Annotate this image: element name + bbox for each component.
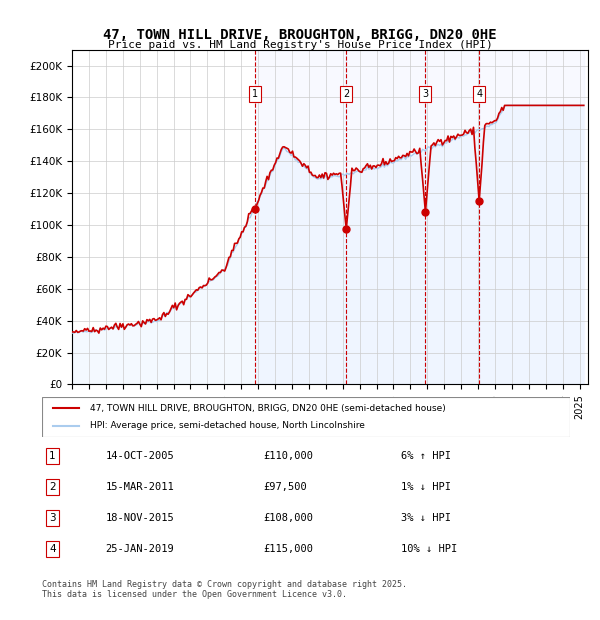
Text: 47, TOWN HILL DRIVE, BROUGHTON, BRIGG, DN20 0HE: 47, TOWN HILL DRIVE, BROUGHTON, BRIGG, D… xyxy=(103,28,497,42)
Text: £97,500: £97,500 xyxy=(264,482,308,492)
Text: 6% ↑ HPI: 6% ↑ HPI xyxy=(401,451,451,461)
Text: 3: 3 xyxy=(422,89,428,99)
Text: 18-NOV-2015: 18-NOV-2015 xyxy=(106,513,174,523)
FancyBboxPatch shape xyxy=(42,397,570,437)
Text: 25-JAN-2019: 25-JAN-2019 xyxy=(106,544,174,554)
Text: 2: 2 xyxy=(49,482,56,492)
Text: 1: 1 xyxy=(251,89,257,99)
Text: £115,000: £115,000 xyxy=(264,544,314,554)
Text: 3: 3 xyxy=(49,513,56,523)
Text: 1% ↓ HPI: 1% ↓ HPI xyxy=(401,482,451,492)
Text: Price paid vs. HM Land Registry's House Price Index (HPI): Price paid vs. HM Land Registry's House … xyxy=(107,40,493,50)
Text: £108,000: £108,000 xyxy=(264,513,314,523)
Text: 14-OCT-2005: 14-OCT-2005 xyxy=(106,451,174,461)
Text: 10% ↓ HPI: 10% ↓ HPI xyxy=(401,544,457,554)
Text: 1: 1 xyxy=(49,451,56,461)
Bar xyxy=(254,50,346,384)
Text: 3% ↓ HPI: 3% ↓ HPI xyxy=(401,513,451,523)
Bar xyxy=(479,50,584,384)
Bar xyxy=(425,50,479,384)
Text: 47, TOWN HILL DRIVE, BROUGHTON, BRIGG, DN20 0HE (semi-detached house): 47, TOWN HILL DRIVE, BROUGHTON, BRIGG, D… xyxy=(89,404,445,412)
Text: £110,000: £110,000 xyxy=(264,451,314,461)
Text: 4: 4 xyxy=(476,89,482,99)
Bar xyxy=(346,50,425,384)
Text: 15-MAR-2011: 15-MAR-2011 xyxy=(106,482,174,492)
Text: 4: 4 xyxy=(49,544,56,554)
Text: HPI: Average price, semi-detached house, North Lincolnshire: HPI: Average price, semi-detached house,… xyxy=(89,422,364,430)
Text: 2: 2 xyxy=(343,89,349,99)
Text: Contains HM Land Registry data © Crown copyright and database right 2025.
This d: Contains HM Land Registry data © Crown c… xyxy=(42,580,407,599)
